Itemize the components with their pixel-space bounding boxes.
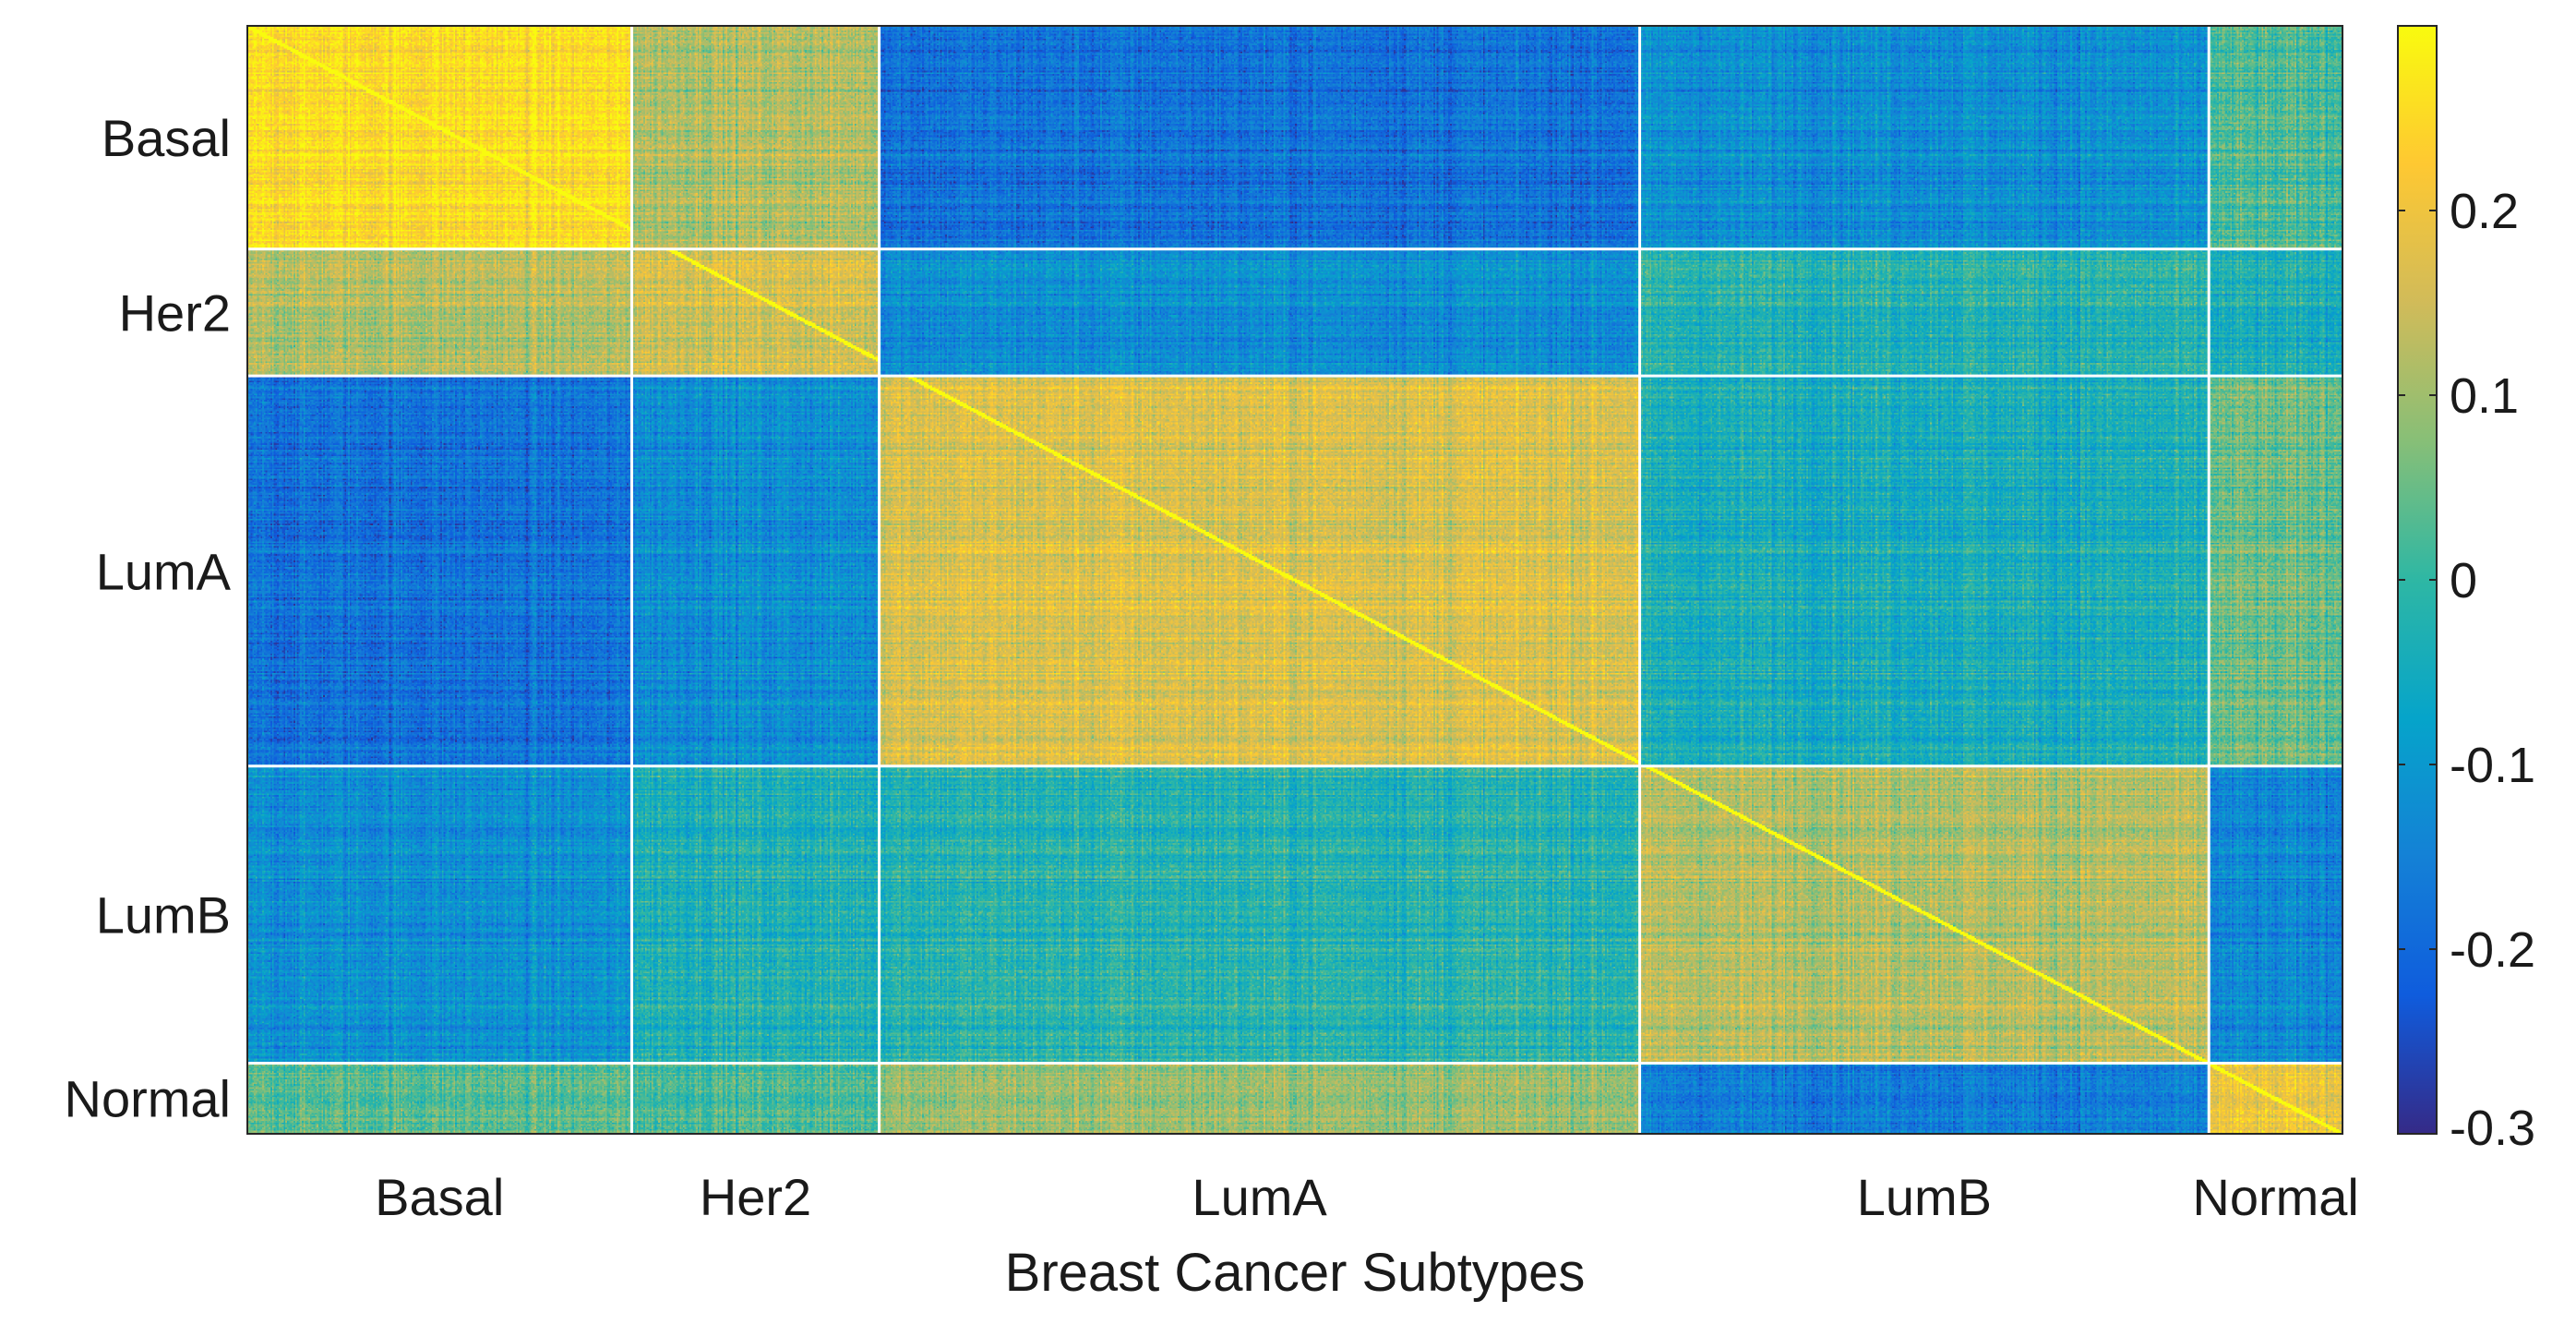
y-axis-tick-labels: Basal Her2 LumA LumB Normal [65, 109, 232, 1128]
y-tick-label-lumb: LumB [96, 886, 231, 945]
heatmap-matrix-image [247, 26, 2342, 1134]
x-tick-label-lumb: LumB [1857, 1168, 1992, 1226]
y-tick-label-luma: LumA [96, 542, 232, 600]
colorbar-tick-label: -0.1 [2450, 738, 2535, 793]
colorbar-tick-label: 0.2 [2450, 184, 2519, 239]
x-tick-label-luma: LumA [1192, 1168, 1327, 1226]
colorbar-tick-label: 0.1 [2450, 368, 2519, 424]
plot-frame [246, 25, 2343, 1135]
y-tick-label-her2: Her2 [119, 283, 231, 342]
x-tick-label-normal: Normal [2192, 1168, 2358, 1226]
colorbar: -0.3 -0.2 -0.1 0 0.1 0.2 [2397, 25, 2535, 1156]
colorbar-ticks: -0.3 -0.2 -0.1 0 0.1 0.2 [2398, 184, 2535, 1156]
x-tick-label-basal: Basal [375, 1168, 504, 1226]
heatmap-plot-area [246, 25, 2343, 1135]
x-axis-tick-labels: Basal Her2 LumA LumB Normal [375, 1168, 2359, 1226]
colorbar-tick-label: 0 [2450, 553, 2477, 608]
block-separators [247, 26, 2342, 1134]
x-tick-label-her2: Her2 [700, 1168, 811, 1226]
colorbar-tick-label: -0.3 [2450, 1101, 2535, 1156]
y-tick-label-basal: Basal [102, 109, 231, 167]
x-axis-title: Breast Cancer Subtypes [1005, 1243, 1586, 1303]
colorbar-tick-label: -0.2 [2450, 922, 2535, 978]
y-tick-label-normal: Normal [65, 1070, 231, 1128]
